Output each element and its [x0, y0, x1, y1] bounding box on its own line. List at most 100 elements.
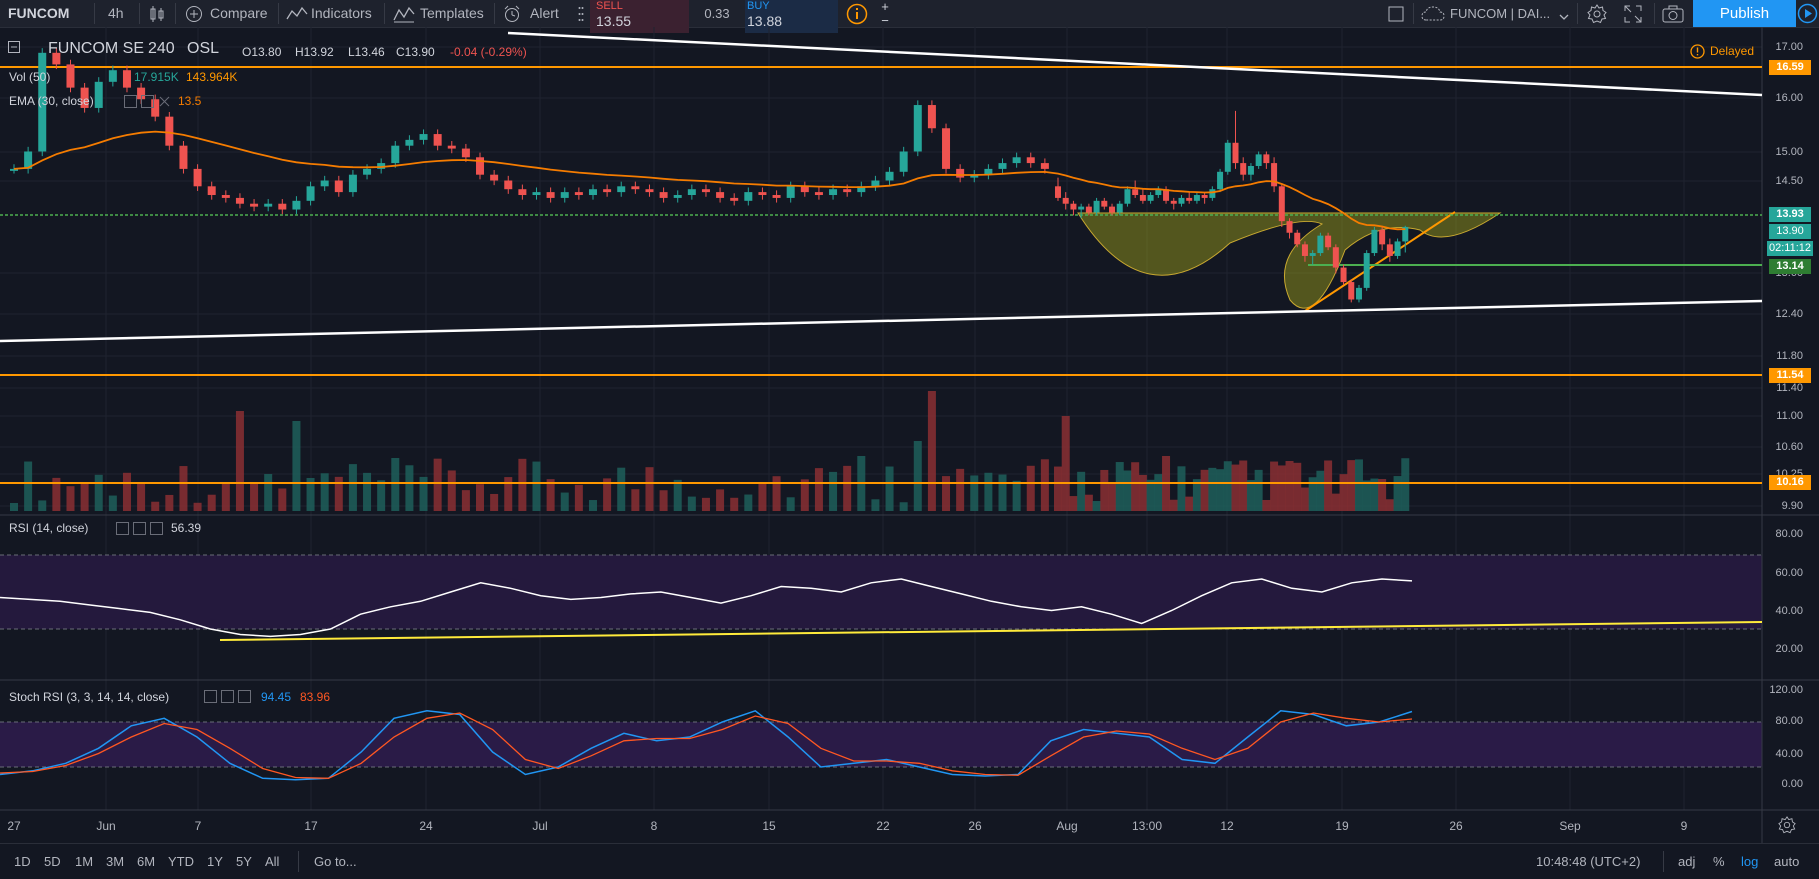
- handle-trendline[interactable]: [1304, 211, 1456, 312]
- percent-toggle[interactable]: %: [1713, 854, 1725, 869]
- range-1y[interactable]: 1Y: [207, 854, 223, 869]
- expand-icon[interactable]: [1624, 5, 1642, 26]
- indicators-button[interactable]: Indicators: [311, 5, 372, 21]
- compare-button[interactable]: Compare: [210, 5, 268, 21]
- templates-button[interactable]: Templates: [420, 5, 484, 21]
- volume-bar: [1339, 474, 1348, 511]
- candle-body: [659, 192, 668, 198]
- volume-bar: [1040, 459, 1049, 511]
- adj-toggle[interactable]: adj: [1678, 854, 1696, 869]
- volume-bar: [207, 494, 216, 511]
- ema-label[interactable]: EMA (30, close): [9, 94, 94, 108]
- volume-bar: [1354, 459, 1363, 511]
- publish-button[interactable]: Publish: [1693, 0, 1796, 27]
- candle-body: [207, 186, 216, 196]
- sell-label: SELL: [596, 0, 623, 12]
- volume-bar: [1208, 467, 1217, 511]
- chevron-down-icon[interactable]: [1559, 9, 1569, 24]
- volume-bar: [800, 479, 809, 511]
- cup-handle-pattern[interactable]: [1077, 212, 1502, 309]
- candle-body: [490, 174, 499, 181]
- drag-handle-icon[interactable]: [578, 6, 584, 25]
- candle-body: [913, 105, 922, 152]
- volume-bar: [1154, 474, 1163, 511]
- chart-canvas[interactable]: [0, 27, 1819, 843]
- settings-icon[interactable]: [204, 690, 252, 706]
- volume-bar: [320, 473, 329, 511]
- interval-selector[interactable]: 4h: [108, 5, 124, 21]
- candle-body: [1371, 229, 1378, 254]
- settings-icon[interactable]: [116, 522, 164, 538]
- chart-style-icon[interactable]: [149, 5, 165, 26]
- candle-body: [1155, 189, 1162, 196]
- range-5d[interactable]: 5D: [44, 854, 61, 869]
- info-icon[interactable]: [846, 3, 868, 28]
- eye-icon[interactable]: [124, 95, 172, 111]
- auto-toggle[interactable]: auto: [1774, 854, 1800, 869]
- clock[interactable]: 10:48:48 (UTC+2): [1536, 854, 1641, 869]
- candle-body: [927, 105, 936, 129]
- volume-bar: [1012, 480, 1021, 511]
- collapse-icon[interactable]: [8, 41, 20, 56]
- volume-bar: [546, 479, 555, 511]
- divider: [494, 3, 495, 24]
- price-badge: 10.16: [1769, 475, 1811, 490]
- range-all[interactable]: All: [265, 854, 280, 869]
- log-toggle[interactable]: log: [1741, 854, 1759, 869]
- symbol-search[interactable]: FUNCOM: [8, 5, 70, 21]
- descending-trendline[interactable]: [507, 31, 1763, 97]
- gear-icon[interactable]: [1587, 4, 1607, 27]
- volume-bar: [631, 489, 640, 511]
- volume-bar: [871, 499, 880, 511]
- divider: [139, 3, 140, 24]
- stoch-title[interactable]: Stoch RSI (3, 3, 14, 14, close): [9, 690, 170, 704]
- candle-body: [1062, 197, 1069, 204]
- range-1m[interactable]: 1M: [75, 854, 94, 869]
- candle-body: [800, 186, 809, 193]
- volume-bar: [108, 495, 117, 511]
- volume-bar: [1385, 499, 1394, 511]
- rsi-support-trendline[interactable]: [219, 621, 1763, 641]
- candle-body: [1085, 206, 1092, 213]
- candle-body: [1355, 287, 1362, 300]
- indicators-icon: [286, 5, 308, 26]
- time-tick: 27: [7, 819, 21, 833]
- camera-icon[interactable]: [1662, 5, 1684, 26]
- quantity-plus-icon[interactable]: +: [877, 0, 893, 13]
- goto-button[interactable]: Go to...: [314, 854, 357, 869]
- volume-bar: [744, 494, 753, 511]
- candle-body: [956, 168, 965, 178]
- volume-bar: [645, 467, 654, 511]
- range-5y[interactable]: 5Y: [236, 854, 252, 869]
- volume-bar: [687, 496, 696, 511]
- range-3m[interactable]: 3M: [106, 854, 125, 869]
- alert-button[interactable]: Alert: [530, 5, 559, 21]
- quantity-minus-icon[interactable]: −: [877, 14, 893, 27]
- gear-icon[interactable]: [1778, 816, 1796, 837]
- time-tick: 15: [762, 819, 776, 833]
- ascending-trendline[interactable]: [0, 299, 1763, 343]
- buy-button[interactable]: BUY 13.88: [745, 0, 838, 33]
- candle-body: [1263, 154, 1270, 164]
- time-tick: 13:00: [1131, 819, 1163, 833]
- volume-bar: [1169, 499, 1178, 511]
- candle-body: [38, 52, 47, 152]
- legend-change: -0.04 (-0.29%): [450, 45, 527, 59]
- price-badge: 13.14: [1769, 259, 1811, 274]
- legend-symbol[interactable]: FUNCOM SE: [48, 40, 144, 57]
- candle-body: [843, 189, 852, 193]
- range-1d[interactable]: 1D: [14, 854, 31, 869]
- volume-bar: [1300, 487, 1309, 511]
- sell-button[interactable]: SELL 13.55: [590, 0, 689, 33]
- rsi-title[interactable]: RSI (14, close): [9, 521, 89, 535]
- candle-body: [363, 168, 372, 175]
- range-6m[interactable]: 6M: [137, 854, 156, 869]
- candle-body: [504, 180, 513, 190]
- fullscreen-square-icon[interactable]: [1388, 6, 1404, 25]
- candle-body: [306, 186, 315, 201]
- layout-name[interactable]: FUNCOM | DAI...: [1450, 6, 1551, 21]
- volume-label[interactable]: Vol (50): [9, 70, 51, 84]
- range-ytd[interactable]: YTD: [168, 854, 194, 869]
- play-icon[interactable]: [1796, 0, 1819, 27]
- volume-bar: [24, 461, 33, 511]
